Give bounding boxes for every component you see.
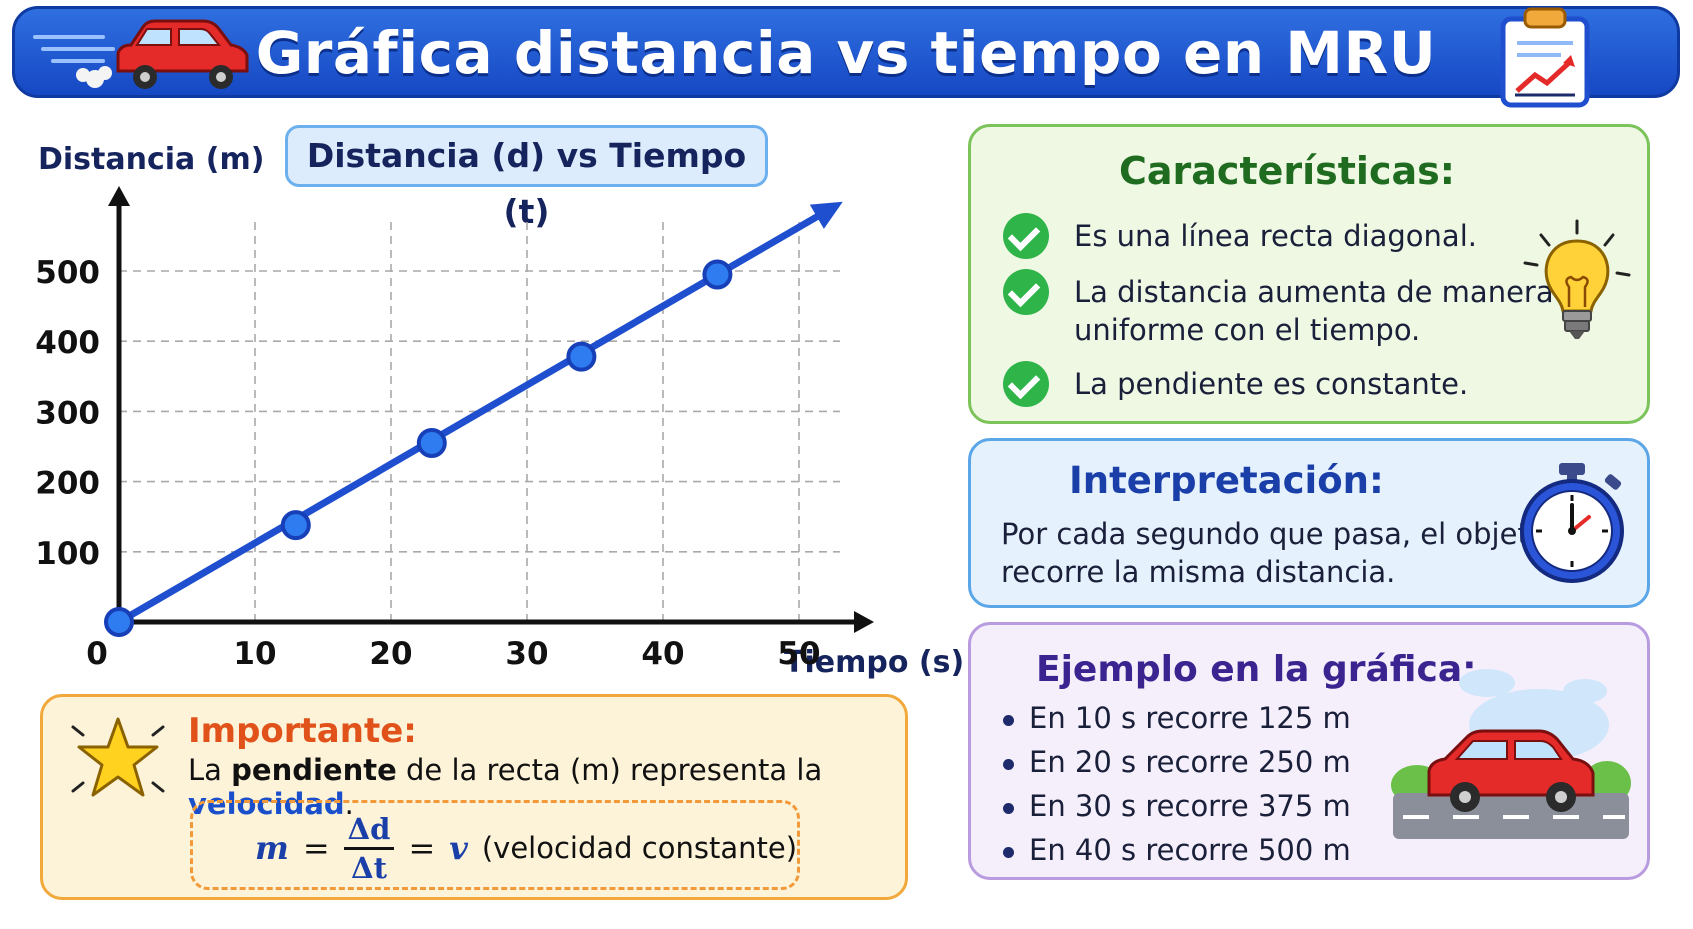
car-icon — [33, 19, 249, 89]
check-icon — [1003, 361, 1049, 407]
y-tick-label: 200 — [35, 466, 100, 502]
x-tick-label: 50 — [777, 636, 820, 672]
bullet-icon — [1003, 847, 1014, 858]
caracteristicas-title: Características: — [1119, 149, 1455, 193]
y-tick-label: 500 — [35, 255, 100, 291]
star-icon — [71, 717, 165, 797]
data-point — [416, 427, 447, 458]
interpretacion-panel: Interpretación: Por cada segundo que pas… — [968, 438, 1650, 608]
y-tick-label: 300 — [35, 395, 100, 431]
chart-grid — [119, 222, 840, 622]
formula-box: m = Δd Δt = v (velocidad constante) — [190, 800, 800, 890]
chart-title: Distancia (d) vs Tiempo (t) — [285, 125, 768, 231]
y-tick-label: 400 — [35, 325, 100, 361]
x-axis-arrow — [854, 611, 874, 633]
line-chart: 100 200 300 400 500 0 10 20 30 40 50 — [35, 186, 874, 672]
ejemplo-item-3: En 30 s recorre 375 m — [1029, 789, 1351, 823]
x-tick-label: 0 — [86, 636, 108, 672]
bullet-icon — [1003, 759, 1014, 770]
check-icon — [1003, 213, 1049, 259]
formula: m = Δd Δt = v (velocidad constante) — [255, 811, 798, 885]
page-title: Gráfica distancia vs tiempo en MRU — [255, 19, 1437, 87]
importante-title: Importante: — [188, 711, 417, 751]
chart-clipboard-icon — [1500, 7, 1590, 108]
x-tick-label: 20 — [369, 636, 412, 672]
caracteristicas-panel: Características: Es una línea recta diag… — [968, 124, 1650, 424]
interpretacion-line-1: Por cada segundo que pasa, el objeto — [1001, 517, 1547, 551]
ejemplo-panel: Ejemplo en la gráfica: En 10 s recorre 1… — [968, 622, 1650, 880]
interpretacion-title: Interpretación: — [1069, 459, 1384, 502]
importante-text: La pendiente de la recta (m) representa … — [188, 753, 823, 821]
data-point — [566, 341, 597, 372]
x-tick-label: 30 — [505, 636, 548, 672]
caracteristica-item-2: La distancia aumenta de manera — [1074, 275, 1554, 309]
x-tick-label: 10 — [233, 636, 276, 672]
y-tick-label: 100 — [35, 536, 100, 572]
car-road-icon — [1391, 669, 1631, 839]
check-icon — [1003, 269, 1049, 315]
stopwatch-icon — [1520, 463, 1624, 583]
data-point — [280, 510, 311, 541]
caracteristica-item-3: La pendiente es constante. — [1074, 367, 1469, 401]
ejemplo-item-2: En 20 s recorre 250 m — [1029, 745, 1351, 779]
ejemplo-item-1: En 10 s recorre 125 m — [1029, 701, 1351, 735]
ejemplo-title: Ejemplo en la gráfica: — [1036, 649, 1477, 690]
caracteristica-item-1: Es una línea recta diagonal. — [1074, 219, 1477, 253]
y-axis-arrow — [108, 186, 130, 206]
chart-axes — [108, 186, 874, 633]
series-arrow — [809, 201, 843, 229]
x-tick-label: 40 — [641, 636, 684, 672]
caracteristica-item-2b: uniforme con el tiempo. — [1074, 313, 1421, 347]
data-point — [702, 259, 733, 290]
interpretacion-line-2: recorre la misma distancia. — [1001, 555, 1396, 589]
x-axis-label: Tiempo (s) — [784, 645, 965, 680]
ejemplo-item-4: En 40 s recorre 500 m — [1029, 833, 1351, 867]
bullet-icon — [1003, 803, 1014, 814]
lightbulb-icon — [1523, 219, 1631, 339]
importante-panel: Importante: La pendiente de la recta (m)… — [40, 694, 908, 900]
y-axis-label: Distancia (m) — [38, 142, 265, 177]
header-banner: Gráfica distancia vs tiempo en MRU — [12, 6, 1680, 108]
data-point — [104, 607, 134, 637]
bullet-icon — [1003, 715, 1014, 726]
